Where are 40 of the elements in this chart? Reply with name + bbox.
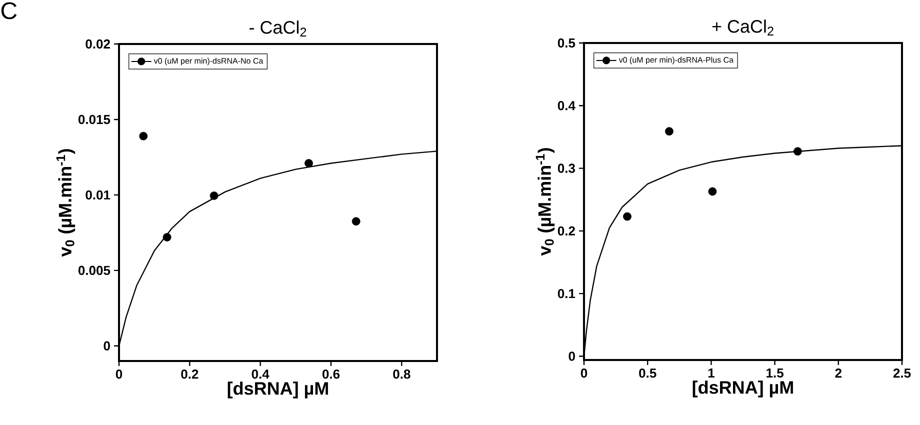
point bbox=[139, 132, 148, 140]
x-axis-title: [dsRNA] µM bbox=[228, 382, 328, 398]
legend-label: v0 (uM per min)-dsRNA-Plus Ca bbox=[618, 56, 734, 64]
x-tick-label: 0.8 bbox=[393, 370, 410, 379]
text: C bbox=[1, 2, 17, 20]
x-tick-label: 0.2 bbox=[181, 370, 198, 379]
chart-title: - CaCl$_{2}$ bbox=[250, 20, 306, 36]
chart-title: + CaCl$_{2}$ bbox=[712, 20, 774, 36]
y-tick-label: 0.005 bbox=[78, 266, 110, 276]
point bbox=[210, 192, 218, 200]
point bbox=[162, 233, 172, 242]
x-tick-label: 0 bbox=[580, 368, 588, 378]
point bbox=[793, 147, 802, 156]
x-tick-label: 0.6 bbox=[322, 370, 340, 379]
x-tick-label: 0.4 bbox=[252, 370, 270, 379]
point bbox=[623, 212, 632, 221]
y-tick-label: 0.2 bbox=[558, 226, 575, 236]
y-axis-title: v$_{0}$ (µM.min$^{-1}$) bbox=[536, 148, 555, 256]
y-tick-label: 0 bbox=[568, 352, 575, 361]
point bbox=[304, 159, 313, 168]
x-tick-label: 2 bbox=[835, 368, 842, 378]
x-tick-label: 0 bbox=[116, 370, 122, 379]
x-tick-label: 1 bbox=[708, 368, 714, 378]
legend-label: v0 (uM per min)-dsRNA-No Ca bbox=[154, 58, 264, 66]
x-tick-label: 1.5 bbox=[766, 368, 784, 378]
y-tick-label: 0 bbox=[104, 341, 110, 350]
point bbox=[665, 127, 674, 136]
x-axis-title: [dsRNA] µM bbox=[692, 380, 793, 398]
y-tick-label: 0.5 bbox=[558, 38, 576, 48]
x-tick-label: 0.5 bbox=[639, 368, 656, 378]
point bbox=[708, 187, 717, 196]
y-tick-label: 0.4 bbox=[558, 101, 576, 110]
y-tick-label: 0.3 bbox=[558, 164, 575, 173]
y-tick-label: 0.1 bbox=[558, 288, 576, 298]
point bbox=[352, 217, 360, 226]
y-tick-label: 0.015 bbox=[78, 114, 110, 124]
x-tick-label: 2.5 bbox=[893, 368, 911, 378]
y-axis-title: v$_{0}$ (µM.min$^{-1}$) bbox=[56, 149, 76, 257]
y-tick-label: 0.02 bbox=[86, 39, 110, 49]
y-tick-label: 0.01 bbox=[86, 190, 110, 200]
